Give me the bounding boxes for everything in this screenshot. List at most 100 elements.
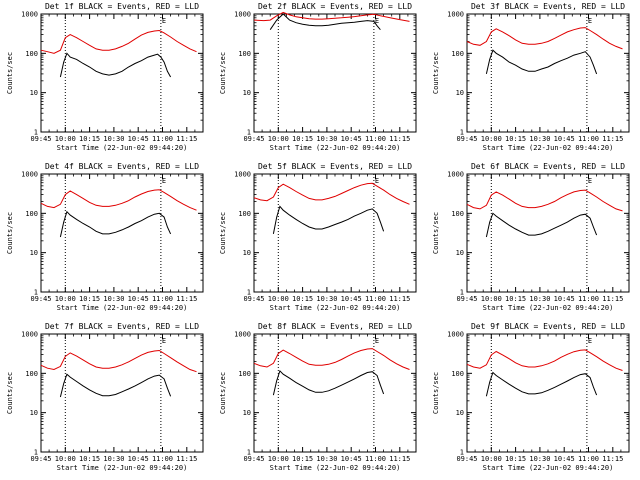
y-tick-label: 10	[30, 409, 38, 417]
x-tick-label: 11:15	[389, 135, 410, 143]
y-tick-label: 1	[460, 449, 464, 457]
x-axis-label: Start Time (22-Jun-02 09:44:20)	[270, 144, 401, 152]
chart-panel-1: Det 1f BLACK = Events, RED = LLD 1 10 100 10…	[6, 2, 204, 152]
y-tick-label: 1000	[21, 11, 38, 19]
y-tick-label: 1	[460, 129, 464, 137]
x-axis-label: Start Time (22-Jun-02 09:44:20)	[270, 464, 401, 472]
x-tick-label: 10:00	[268, 135, 289, 143]
x-axis-label: Start Time (22-Jun-02 09:44:20)	[483, 464, 614, 472]
x-tick-label: 10:30	[529, 135, 550, 143]
x-tick-label: 10:15	[292, 135, 313, 143]
series-line-events	[59, 373, 172, 398]
marker-letter: E	[588, 337, 592, 345]
x-tick-label: 11:00	[152, 295, 173, 303]
chart-panel-4: Det 4f BLACK = Events, RED = LLD 1 10 100 10…	[6, 162, 204, 312]
x-axis-label: Start Time (22-Jun-02 09:44:20)	[57, 144, 188, 152]
y-axis-label: Counts/sec	[6, 212, 14, 254]
x-tick-label: 09:45	[456, 455, 477, 463]
x-tick-label: 10:30	[529, 295, 550, 303]
series-line-events	[272, 369, 385, 396]
x-tick-label: 11:15	[176, 455, 197, 463]
y-axis-label: Counts/sec	[219, 212, 227, 254]
plot-frame	[466, 173, 630, 293]
y-tick-label: 1	[247, 449, 251, 457]
x-tick-label: 10:15	[79, 295, 100, 303]
series-line-lld	[40, 29, 197, 54]
x-tick-label: 09:45	[30, 135, 51, 143]
y-tick-label: 1000	[234, 331, 251, 339]
y-tick-label: 10	[243, 249, 251, 257]
x-axis-label: Start Time (22-Jun-02 09:44:20)	[57, 464, 188, 472]
chart-panel-9: Det 9f BLACK = Events, RED = LLD 1 10 100 10…	[432, 322, 630, 472]
marker-letter: E	[375, 17, 379, 25]
series-line-events	[485, 49, 598, 75]
y-axis-label: Counts/sec	[6, 372, 14, 414]
x-tick-label: 11:15	[602, 135, 623, 143]
series-line-lld	[466, 349, 623, 371]
y-tick-label: 1	[247, 129, 251, 137]
y-tick-label: 100	[238, 50, 251, 58]
chart-panel-7: Det 7f BLACK = Events, RED = LLD 1 10 100 10…	[6, 322, 204, 472]
x-tick-label: 10:45	[554, 135, 575, 143]
x-tick-label: 11:00	[578, 295, 599, 303]
x-tick-label: 10:30	[103, 295, 124, 303]
x-tick-label: 10:30	[103, 455, 124, 463]
x-tick-label: 10:15	[505, 455, 526, 463]
x-tick-label: 11:15	[389, 455, 410, 463]
y-tick-label: 10	[456, 89, 464, 97]
x-tick-label: 11:00	[365, 135, 386, 143]
x-tick-label: 10:45	[128, 455, 149, 463]
y-tick-label: 1	[34, 289, 38, 297]
x-tick-label: 11:15	[389, 295, 410, 303]
series-line-lld	[40, 349, 197, 373]
chart-title: Det 1f BLACK = Events, RED = LLD	[45, 2, 199, 11]
x-tick-label: 10:15	[505, 135, 526, 143]
x-tick-label: 10:00	[268, 455, 289, 463]
chart-title: Det 6f BLACK = Events, RED = LLD	[471, 162, 625, 171]
plot-frame	[253, 173, 417, 293]
plot-frame	[466, 333, 630, 453]
y-tick-label: 100	[451, 210, 464, 218]
x-tick-label: 10:15	[79, 455, 100, 463]
marker-letter: E	[588, 17, 592, 25]
y-tick-label: 1000	[21, 171, 38, 179]
x-tick-label: 11:00	[152, 135, 173, 143]
y-tick-label: 100	[25, 210, 38, 218]
x-tick-label: 10:45	[341, 135, 362, 143]
x-tick-label: 11:00	[578, 135, 599, 143]
series-line-lld	[466, 189, 623, 212]
x-tick-label: 10:30	[103, 135, 124, 143]
x-tick-label: 10:45	[554, 455, 575, 463]
chart-panel-5: Det 5f BLACK = Events, RED = LLD 1 10 100 10…	[219, 162, 417, 312]
x-tick-label: 10:30	[316, 135, 337, 143]
y-tick-label: 1000	[447, 11, 464, 19]
y-axis-label: Counts/sec	[219, 372, 227, 414]
x-tick-label: 11:00	[578, 455, 599, 463]
y-tick-label: 10	[30, 89, 38, 97]
x-tick-label: 11:15	[176, 135, 197, 143]
x-tick-label: 10:45	[341, 295, 362, 303]
y-tick-label: 1000	[234, 171, 251, 179]
x-axis-label: Start Time (22-Jun-02 09:44:20)	[483, 304, 614, 312]
x-tick-label: 10:45	[341, 455, 362, 463]
y-tick-label: 1	[247, 289, 251, 297]
marker-letter: E	[375, 177, 379, 185]
marker-letter: E	[162, 177, 166, 185]
series-line-events	[59, 210, 172, 238]
x-axis-label: Start Time (22-Jun-02 09:44:20)	[57, 304, 188, 312]
y-tick-label: 1	[34, 449, 38, 457]
x-tick-label: 10:45	[128, 135, 149, 143]
x-axis-label: Start Time (22-Jun-02 09:44:20)	[483, 144, 614, 152]
series-line-events	[59, 52, 172, 78]
y-axis-label: Counts/sec	[432, 52, 440, 94]
y-tick-label: 100	[25, 370, 38, 378]
x-tick-label: 10:00	[55, 135, 76, 143]
x-tick-label: 10:15	[292, 295, 313, 303]
y-tick-label: 10	[456, 249, 464, 257]
chart-title: Det 5f BLACK = Events, RED = LLD	[258, 162, 412, 171]
x-tick-label: 10:00	[268, 295, 289, 303]
y-tick-label: 10	[456, 409, 464, 417]
chart-panel-3: Det 3f BLACK = Events, RED = LLD 1 10 100 10…	[432, 2, 630, 152]
y-axis-label: Counts/sec	[432, 212, 440, 254]
